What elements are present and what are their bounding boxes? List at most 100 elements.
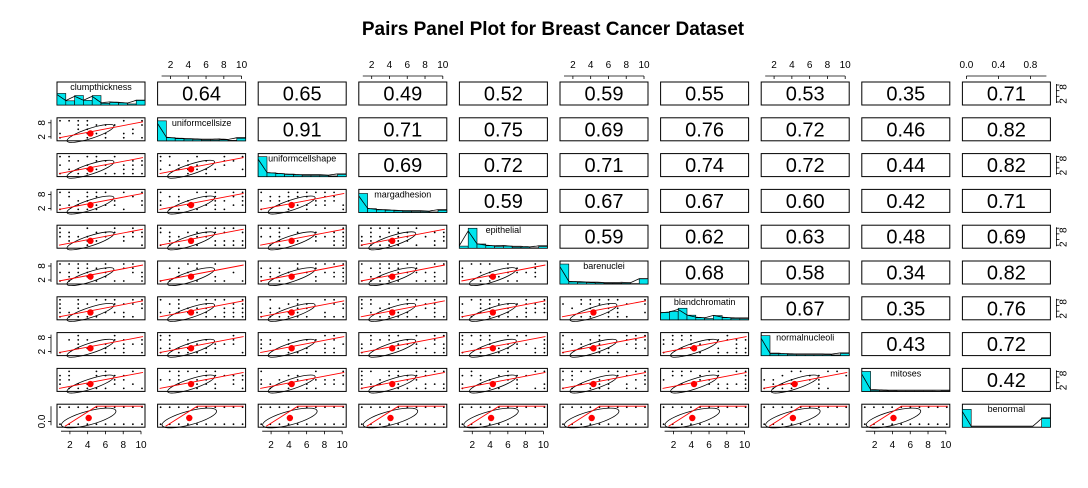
data-point	[333, 263, 335, 265]
mean-point	[87, 273, 94, 280]
data-point	[113, 338, 116, 341]
data-point	[241, 423, 244, 426]
data-point	[68, 195, 71, 198]
histogram-bar	[621, 282, 631, 285]
data-point	[634, 423, 637, 426]
panel-6-2	[257, 296, 347, 322]
data-point	[708, 423, 711, 426]
data-point	[59, 204, 61, 207]
data-point	[232, 374, 235, 377]
data-point	[141, 244, 143, 247]
correlation-value: 0.55	[685, 84, 724, 106]
data-point	[86, 136, 89, 139]
data-point	[205, 423, 208, 426]
data-point	[470, 343, 473, 345]
data-point	[59, 311, 61, 314]
data-point	[104, 136, 107, 139]
correlation-ellipse	[167, 338, 215, 358]
data-point	[223, 423, 226, 426]
data-point	[241, 303, 244, 305]
panel-frame	[559, 81, 649, 106]
data-point	[187, 338, 189, 341]
data-point	[232, 303, 235, 305]
mean-point	[890, 414, 897, 422]
data-point	[360, 263, 363, 265]
correlation-ellipse	[564, 407, 620, 429]
right-axis-tick-label: 8	[1058, 227, 1069, 233]
loess-line	[159, 192, 244, 210]
data-point	[370, 303, 372, 305]
data-point	[370, 240, 372, 242]
data-point	[68, 204, 71, 207]
data-point	[580, 423, 583, 426]
data-point	[342, 271, 345, 274]
data-point	[296, 204, 299, 207]
data-point	[131, 195, 134, 198]
data-point	[571, 370, 574, 373]
panel-frame	[559, 117, 649, 142]
panel-grid: clumpthickness 0.64 0.65 0.49 0.52 0.59 0.55 0.…	[37, 60, 1069, 451]
data-point	[397, 280, 400, 282]
panel-2-6: 0.74	[660, 153, 750, 178]
panel-frame	[861, 188, 951, 213]
data-point	[95, 208, 98, 211]
data-point	[891, 406, 894, 409]
data-point	[562, 334, 564, 337]
data-point	[159, 423, 162, 426]
correlation-ellipse	[468, 374, 517, 394]
data-point	[497, 374, 500, 377]
mean-point	[487, 414, 495, 422]
correlation-ellipse	[267, 267, 316, 287]
panel-frame	[257, 332, 347, 357]
data-point	[534, 271, 537, 274]
panel-frame	[458, 332, 548, 357]
panel-5-4	[458, 260, 548, 287]
correlation-value: 0.62	[685, 227, 724, 249]
data-point	[744, 387, 747, 390]
data-point	[232, 311, 235, 314]
data-point	[461, 374, 464, 377]
data-point	[406, 263, 409, 265]
data-point	[287, 191, 290, 194]
top-axis-tick-label: 6	[203, 60, 209, 71]
data-point	[314, 231, 317, 234]
loess-line	[668, 405, 747, 427]
data-point	[927, 423, 930, 426]
correlation-value: 0.63	[786, 227, 825, 249]
data-point	[671, 338, 674, 341]
data-point	[122, 311, 125, 314]
data-point	[497, 347, 500, 350]
panel-frame	[760, 117, 850, 142]
panel-frame	[760, 367, 850, 392]
right-axis-tick-label: 2	[1058, 241, 1069, 247]
data-point	[68, 370, 71, 373]
loess-line	[461, 300, 546, 318]
data-point	[342, 263, 345, 265]
data-point	[214, 275, 217, 278]
data-point	[424, 383, 427, 386]
variable-label: barenuclei	[583, 261, 625, 271]
data-point	[305, 406, 308, 409]
panel-1-0	[56, 117, 146, 143]
panel-frame	[157, 332, 247, 357]
data-point	[122, 347, 125, 350]
data-point	[882, 423, 884, 426]
data-point	[379, 406, 381, 409]
data-point	[86, 119, 89, 122]
data-point	[77, 172, 80, 175]
data-point	[442, 370, 445, 373]
correlation-ellipse	[66, 231, 115, 251]
data-point	[379, 315, 381, 318]
data-point	[223, 311, 226, 314]
right-axis-tick-label: 2	[1058, 169, 1069, 175]
mean-point	[389, 345, 396, 352]
data-point	[433, 370, 436, 373]
data-point	[196, 267, 198, 270]
bottom-axis-tick-label: 8	[120, 440, 126, 451]
data-point	[324, 347, 326, 350]
data-point	[305, 191, 308, 194]
data-point	[269, 227, 272, 230]
data-point	[543, 347, 546, 350]
data-point	[744, 379, 747, 381]
top-axis-tick-label: 2	[570, 60, 576, 71]
